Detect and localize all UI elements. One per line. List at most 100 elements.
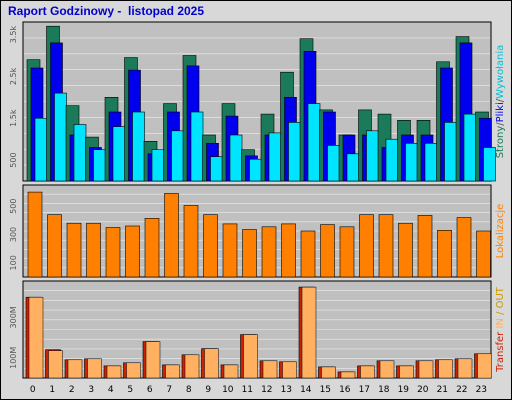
y-tick-label: 300M [9,306,18,328]
bar-transfer-in [379,360,395,379]
bar-lokalizacje [437,230,452,278]
side-label-traffic: Strony/Pliki/Wywołania [495,45,506,159]
bar-wywolania [288,122,301,182]
x-tick-label: 20 [417,385,429,395]
x-tick-label: 0 [30,385,36,395]
bar-wywolania [385,138,399,182]
bar-lokalizacje [164,193,179,278]
bar-transfer-in [145,341,161,379]
x-tick-label: 13 [281,385,292,395]
bar-wywolania [73,124,87,182]
bar-lokalizacje [86,222,101,278]
y-tick-label: 300 [9,227,18,242]
bar-lokalizacje [105,227,121,278]
bar-lokalizacje [242,229,257,278]
y-tick-label: 1.5k [9,109,18,127]
x-tick-label: 22 [456,385,467,395]
x-tick-label: 1 [49,385,55,395]
bar-lokalizacje [456,217,472,278]
bar-wywolania [444,122,457,182]
x-tick-label: 19 [398,385,410,395]
x-tick-label: 2 [69,385,75,395]
bar-wywolania [366,130,379,182]
bar-wywolania [93,149,106,182]
x-tick-label: 15 [320,385,331,395]
bar-wywolania [268,132,282,182]
side-label-transfer: Transfer IN / OUT [495,286,506,373]
bar-lokalizacje [339,226,355,278]
x-tick-label: 18 [378,385,390,395]
bar-wywolania [405,143,418,182]
y-tick-label: 100 [9,255,18,270]
x-tick-label: 17 [359,385,370,395]
x-tick-label: 6 [147,385,153,395]
bar-transfer-in [106,365,122,379]
x-tick-label: 11 [242,385,253,395]
bar-transfer-in [204,348,219,379]
bar-lokalizacje [203,214,218,278]
bar-lokalizacje [261,226,277,278]
side-label-part: / [495,122,506,126]
bar-transfer-in [282,361,297,379]
y-tick-label: 100M [9,347,18,369]
bar-wywolania [229,134,243,182]
bar-lokalizacje [417,215,433,278]
bar-transfer-in [165,364,180,379]
bar-transfer-in [67,359,83,379]
side-label-part: Lokalizacje [495,204,506,259]
x-tick-label: 3 [88,385,94,395]
side-label-part: Pliki [495,102,506,122]
bar-wywolania [112,126,126,182]
bar-transfer-in [438,359,453,379]
x-tick-label: 14 [300,385,312,395]
bar-wywolania [463,113,477,182]
y-tick-label: 500 [9,199,18,214]
x-tick-label: 8 [186,385,192,395]
bar-lokalizacje [125,225,140,278]
x-tick-label: 16 [339,385,351,395]
bar-wywolania [483,147,496,182]
y-tick-label: 500 [9,152,18,167]
bar-transfer-in [457,358,473,379]
panel-locations: 100 300 500 Lokalizacje [9,184,506,278]
bar-lokalizacje [144,218,160,278]
bar-lokalizacje [27,191,43,278]
bar-transfer-in [477,353,492,379]
bar-transfer-in [48,350,63,379]
side-label-part: IN [495,318,506,332]
bar-transfer-in [399,365,414,379]
bar-transfer-in [340,371,356,379]
side-label-part: Strony [495,126,506,159]
bar-wywolania [190,111,204,182]
bar-transfer-in [301,286,317,379]
x-tick-label: 23 [476,385,487,395]
side-label-part: / OUT [495,286,506,318]
bar-lokalizacje [300,230,316,278]
bar-lokalizacje [183,205,199,278]
bar-wywolania [54,92,67,182]
bar-lokalizacje [359,214,374,278]
x-tick-label: 5 [127,385,133,395]
bar-wywolania [307,103,321,182]
side-label-part: / [495,98,506,102]
y-tick-label: 3.5k [9,26,18,44]
x-tick-label: 21 [437,385,448,395]
bar-lokalizacje [222,223,238,278]
bar-lokalizacje [281,223,296,278]
side-label-locations: Lokalizacje [495,204,506,259]
bar-lokalizacje [47,214,62,278]
x-tick-label: 10 [222,385,234,395]
side-label-part: Wywołania [495,45,506,99]
bar-lokalizacje [320,224,335,278]
bar-lokalizacje [378,214,394,278]
bar-wywolania [34,117,48,182]
bar-transfer-in [360,365,375,379]
bar-wywolania [346,153,360,182]
bar-wywolania [171,130,184,182]
bar-transfer-in [28,296,44,379]
bar-lokalizacje [398,222,413,278]
y-tick-label: 2.5k [9,67,18,85]
bar-transfer-in [223,364,239,379]
bar-wywolania [424,143,438,182]
